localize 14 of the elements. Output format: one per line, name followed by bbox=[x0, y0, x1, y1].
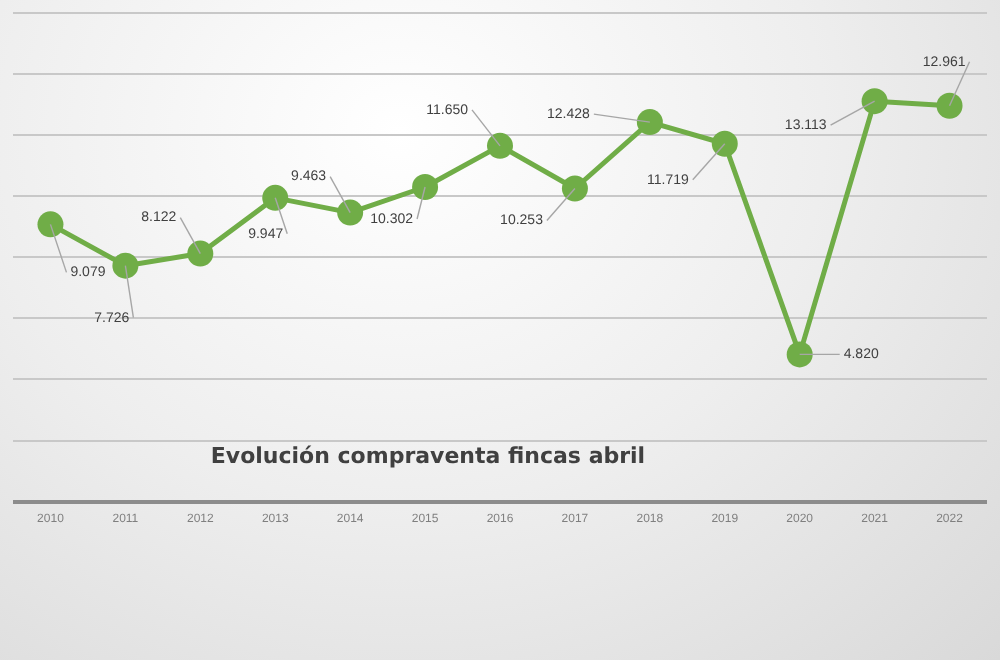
point bbox=[786, 341, 813, 368]
point bbox=[636, 109, 663, 136]
point bbox=[37, 211, 64, 238]
point bbox=[337, 199, 364, 226]
text: Evolución compraventa fincas abril bbox=[210, 443, 646, 470]
point bbox=[262, 184, 289, 211]
point bbox=[487, 132, 513, 159]
point bbox=[412, 174, 439, 200]
point bbox=[112, 252, 139, 279]
point bbox=[936, 92, 963, 119]
point bbox=[711, 130, 738, 157]
point bbox=[861, 88, 888, 115]
point bbox=[561, 175, 588, 202]
point bbox=[187, 240, 214, 267]
